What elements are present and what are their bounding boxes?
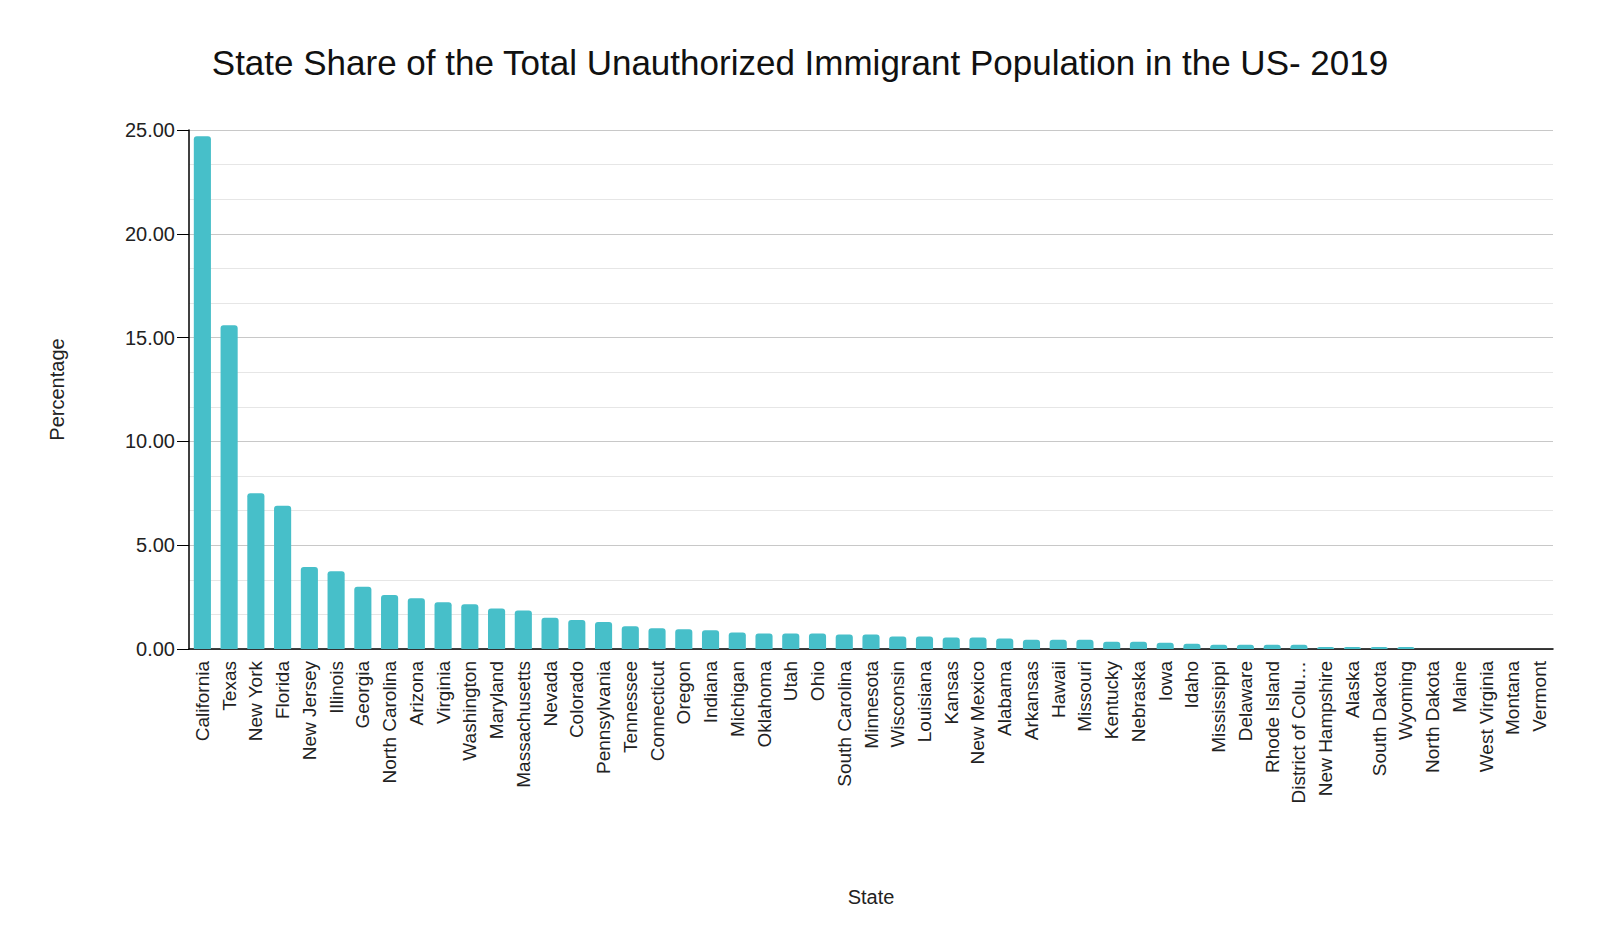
svg-text:20.00: 20.00 [125, 223, 175, 245]
svg-text:Nevada: Nevada [540, 661, 561, 727]
svg-text:New York: New York [245, 661, 266, 742]
svg-text:Delaware: Delaware [1235, 661, 1256, 741]
svg-text:Louisiana: Louisiana [914, 661, 935, 743]
svg-text:Wisconsin: Wisconsin [887, 661, 908, 748]
svg-text:Wyoming: Wyoming [1395, 661, 1416, 740]
svg-text:Alaska: Alaska [1342, 661, 1363, 718]
svg-text:Tennessee: Tennessee [620, 661, 641, 753]
svg-text:Montana: Montana [1502, 661, 1523, 735]
svg-text:Maryland: Maryland [486, 661, 507, 739]
svg-text:California: California [192, 661, 213, 742]
svg-text:Minnesota: Minnesota [861, 661, 882, 749]
svg-text:Mississippi: Mississippi [1208, 661, 1229, 753]
svg-text:25.00: 25.00 [125, 119, 175, 141]
svg-text:Oregon: Oregon [673, 661, 694, 724]
svg-text:Maine: Maine [1449, 661, 1470, 713]
svg-text:Virginia: Virginia [433, 661, 454, 724]
svg-text:New Jersey: New Jersey [299, 661, 320, 761]
svg-text:Nebraska: Nebraska [1128, 661, 1149, 743]
svg-text:Ohio: Ohio [807, 661, 828, 701]
svg-text:Kansas: Kansas [941, 661, 962, 724]
svg-text:Pennsylvania: Pennsylvania [593, 661, 614, 774]
svg-text:Idaho: Idaho [1181, 661, 1202, 709]
svg-text:District of Colu…: District of Colu… [1288, 661, 1309, 804]
svg-text:Vermont: Vermont [1529, 660, 1550, 731]
svg-text:Georgia: Georgia [352, 661, 373, 729]
svg-text:State: State [848, 886, 895, 908]
svg-text:Kentucky: Kentucky [1101, 661, 1122, 740]
svg-text:10.00: 10.00 [125, 430, 175, 452]
svg-text:Alabama: Alabama [994, 661, 1015, 736]
svg-text:State Share of the Total Unaut: State Share of the Total Unauthorized Im… [212, 43, 1388, 82]
svg-text:Colorado: Colorado [566, 661, 587, 738]
svg-text:Rhode Island: Rhode Island [1262, 661, 1283, 773]
svg-text:Indiana: Indiana [700, 661, 721, 724]
svg-text:Utah: Utah [780, 661, 801, 701]
svg-text:Florida: Florida [272, 661, 293, 720]
svg-text:Iowa: Iowa [1155, 661, 1176, 702]
svg-text:South Carolina: South Carolina [834, 661, 855, 787]
svg-text:5.00: 5.00 [136, 534, 175, 556]
svg-text:Texas: Texas [219, 661, 240, 711]
svg-text:North Dakota: North Dakota [1422, 661, 1443, 773]
svg-text:Arkansas: Arkansas [1021, 661, 1042, 740]
svg-text:Percentage: Percentage [46, 338, 68, 440]
svg-text:New Mexico: New Mexico [967, 661, 988, 764]
svg-text:Missouri: Missouri [1074, 661, 1095, 732]
svg-text:Oklahoma: Oklahoma [754, 661, 775, 748]
svg-text:Michigan: Michigan [727, 661, 748, 737]
svg-text:Illinois: Illinois [326, 661, 347, 714]
svg-text:Arizona: Arizona [406, 661, 427, 726]
svg-text:Massachusetts: Massachusetts [513, 661, 534, 788]
svg-text:New Hampshire: New Hampshire [1315, 661, 1336, 796]
svg-text:North Carolina: North Carolina [379, 661, 400, 784]
svg-text:South Dakota: South Dakota [1369, 661, 1390, 777]
svg-text:Washington: Washington [459, 661, 480, 761]
svg-text:West Virginia: West Virginia [1476, 661, 1497, 773]
svg-text:15.00: 15.00 [125, 327, 175, 349]
svg-text:Connecticut: Connecticut [647, 660, 668, 761]
svg-text:Hawaii: Hawaii [1048, 661, 1069, 718]
svg-text:0.00: 0.00 [136, 638, 175, 660]
